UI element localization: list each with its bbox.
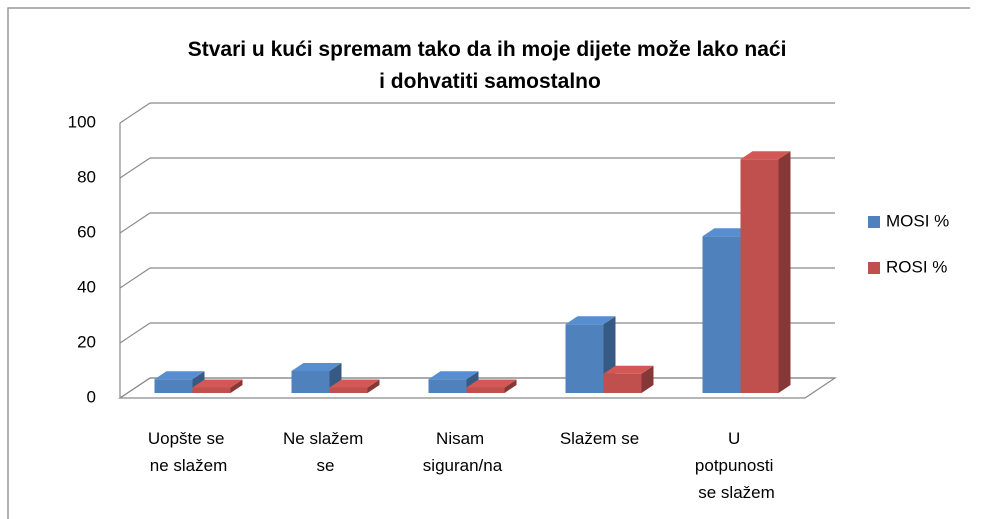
- bar-front: [154, 379, 193, 393]
- floor: [118, 377, 837, 399]
- bar-top: [603, 365, 654, 374]
- bar-top: [565, 316, 616, 325]
- bar: [192, 379, 243, 393]
- x-tick-label: Uopšte se ne slažem: [148, 429, 229, 475]
- bar-front: [702, 236, 741, 393]
- bar-top: [740, 151, 791, 160]
- legend-swatch: [868, 262, 880, 274]
- grid-line: [119, 267, 151, 289]
- bar-side: [504, 379, 517, 393]
- bar-front: [329, 387, 368, 393]
- y-tick-label: 100: [68, 112, 96, 131]
- bar: [329, 379, 380, 393]
- legend-label: ROSI %: [886, 257, 947, 276]
- bar-side: [230, 379, 243, 393]
- bar-front: [565, 324, 604, 393]
- bar: [740, 151, 791, 393]
- x-tick-label: Nisam siguran/na: [423, 429, 503, 475]
- grid-line: [119, 212, 151, 234]
- bar: [154, 371, 205, 393]
- bar-side: [778, 151, 791, 393]
- grid-line: [119, 322, 151, 344]
- x-tick-label: U potpunosti se slažem: [695, 429, 778, 502]
- x-tick-label: Slažem se: [560, 429, 639, 448]
- bar-top: [192, 379, 243, 388]
- legend-swatch: [868, 216, 880, 228]
- bar-side: [641, 365, 654, 393]
- frame: [7, 7, 970, 519]
- x-tick-label: Ne slažem se: [283, 429, 368, 475]
- grid-line: [119, 102, 151, 124]
- grid-line: [119, 157, 151, 179]
- y-tick-label: 40: [77, 277, 96, 296]
- bar-front: [291, 371, 330, 393]
- bar-front: [466, 387, 505, 393]
- y-tick-label: 60: [77, 222, 96, 241]
- bar-front: [603, 373, 642, 393]
- bar-top: [428, 371, 479, 380]
- bar-top: [154, 371, 205, 380]
- bar: [603, 365, 654, 393]
- bar-side: [367, 379, 380, 393]
- bar-front: [192, 387, 231, 393]
- bar-front: [740, 159, 779, 393]
- chart-title: Stvari u kući spremam tako da ih moje di…: [188, 38, 793, 93]
- bar-top: [291, 363, 342, 371]
- legend-label: MOSI %: [886, 211, 949, 230]
- bar-top: [466, 379, 517, 388]
- bar-top: [702, 228, 753, 237]
- bar: [466, 379, 517, 393]
- bar-front: [428, 379, 467, 393]
- y-tick-label: 20: [77, 332, 96, 351]
- y-tick-label: 0: [87, 387, 96, 406]
- y-tick-label: 80: [77, 167, 96, 186]
- bar-top: [329, 379, 380, 388]
